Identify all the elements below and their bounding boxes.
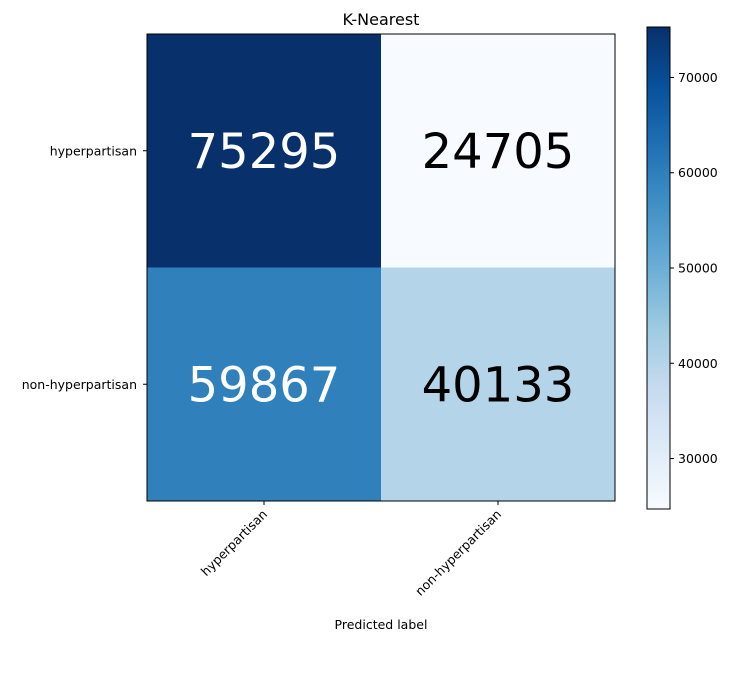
plot-frame bbox=[146, 33, 616, 502]
y-axis-ticks: hyperpartisan non-hyperpartisan bbox=[22, 143, 147, 392]
x-tick-label: hyperpartisan bbox=[198, 507, 270, 579]
heatmap-cell-r1-c0 bbox=[147, 267, 381, 501]
heatmap-cells: 75295 24705 59867 40133 bbox=[147, 34, 615, 501]
cell-value-label: 24705 bbox=[422, 124, 575, 180]
chart-title: K-Nearest bbox=[343, 10, 420, 29]
colorbar-tick-label: 60000 bbox=[678, 165, 718, 180]
x-tick-label: non-hyperpartisan bbox=[412, 507, 504, 599]
x-axis-ticks: hyperpartisan non-hyperpartisan bbox=[198, 501, 504, 599]
cell-value-label: 59867 bbox=[188, 357, 341, 413]
colorbar-tick-label: 40000 bbox=[678, 356, 718, 371]
colorbar-tick-label: 70000 bbox=[678, 70, 718, 85]
y-tick-label: non-hyperpartisan bbox=[22, 377, 137, 392]
heatmap-cell-r0-c0 bbox=[147, 34, 381, 268]
y-tick-label: hyperpartisan bbox=[50, 143, 137, 158]
colorbar-gradient bbox=[647, 27, 670, 509]
cell-value-label: 75295 bbox=[188, 124, 341, 180]
colorbar-ticks: 30000 40000 50000 60000 70000 bbox=[670, 70, 718, 466]
heatmap-cell-r0-c1 bbox=[381, 34, 615, 268]
cell-value-label: 40133 bbox=[422, 357, 575, 413]
heatmap-cell-r1-c1 bbox=[381, 267, 615, 501]
colorbar-tick-label: 50000 bbox=[678, 261, 718, 276]
x-axis-label: Predicted label bbox=[335, 617, 428, 632]
colorbar-tick-label: 30000 bbox=[678, 451, 718, 466]
